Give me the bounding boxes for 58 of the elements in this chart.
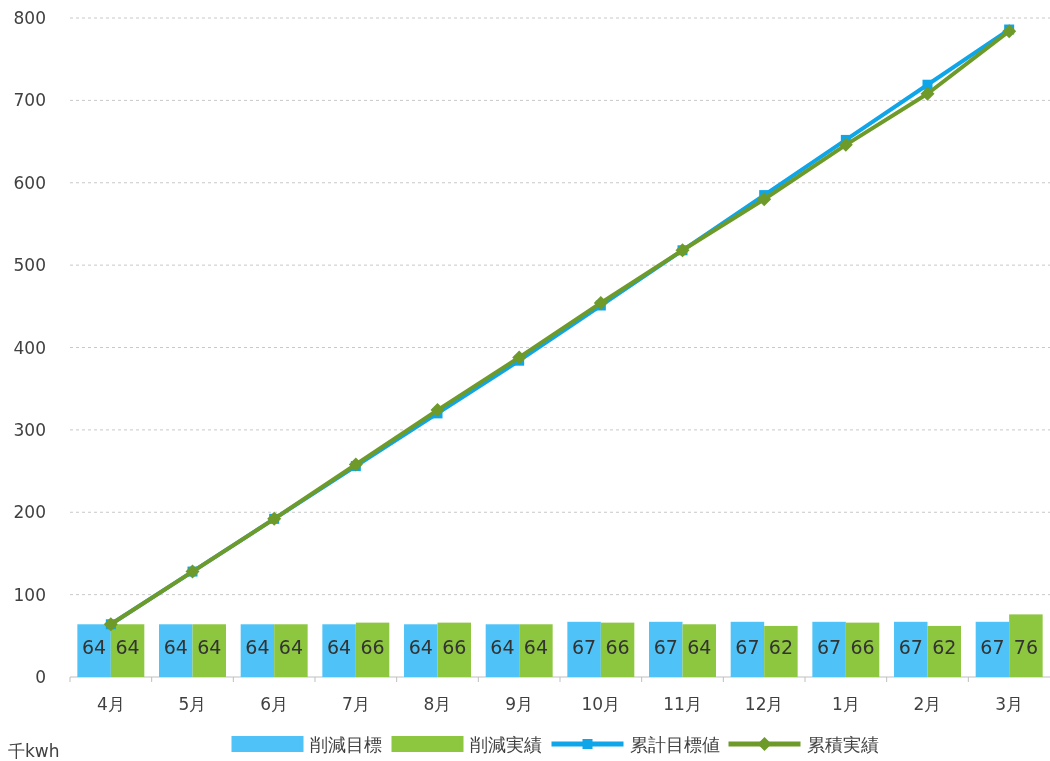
legend-label: 削減目標 [309,734,382,755]
data-label: 66 [605,636,630,658]
x-tick-label: 2月 [913,694,942,714]
y-tick-label: 700 [13,90,46,111]
data-label: 62 [768,636,793,658]
y-tick-label: 100 [13,584,46,605]
data-label: 64 [408,636,433,658]
y-tick-label: 200 [13,502,46,523]
data-label: 67 [817,636,842,658]
data-label: 64 [327,636,352,658]
point [1002,24,1017,39]
y-tick-label: 400 [13,337,46,358]
point [430,403,445,418]
point [757,192,772,207]
y-axis-title: 千kwh [8,741,60,761]
data-label: 64 [197,636,222,658]
y-tick-label: 500 [13,255,46,276]
data-label: 66 [442,636,467,658]
data-label: 64 [115,636,140,658]
data-label: 62 [932,636,957,658]
x-tick-label: 10月 [581,694,621,714]
data-label: 67 [572,636,597,658]
point [512,350,527,365]
y-tick-label: 0 [35,667,46,687]
data-label: 64 [163,636,188,658]
y-tick-label: 300 [13,419,46,440]
x-tick-label: 6月 [260,694,289,714]
point [920,86,935,101]
data-label: 67 [735,636,760,658]
data-label: 64 [278,636,303,658]
x-tick-label: 12月 [744,694,784,714]
x-tick-label: 1月 [831,694,860,714]
x-tick-label: 3月 [995,694,1024,714]
legend-label: 累積実績 [806,734,879,755]
data-label: 64 [523,636,548,658]
x-tick-label: 4月 [96,694,125,714]
x-tick-label: 7月 [341,694,370,714]
x-tick-label: 11月 [663,694,702,714]
x-tick-label: 5月 [178,694,207,714]
legend-label: 削減実績 [469,734,542,755]
data-label: 64 [687,636,712,658]
point [838,137,853,152]
data-label: 67 [898,636,923,658]
point [593,296,608,311]
y-tick-label: 800 [13,8,46,28]
data-label: 67 [653,636,678,658]
x-tick-label: 8月 [423,694,452,714]
data-label: 66 [360,636,385,658]
data-label: 76 [1013,636,1038,658]
data-label: 66 [850,636,875,658]
data-label: 64 [245,636,270,658]
point [348,457,363,472]
x-tick-label: 9月 [505,694,534,714]
y-tick-label: 600 [13,172,46,193]
data-label: 64 [490,636,515,658]
data-label: 67 [980,636,1005,658]
legend-label: 累計目標値 [629,734,720,755]
data-label: 64 [82,636,107,658]
